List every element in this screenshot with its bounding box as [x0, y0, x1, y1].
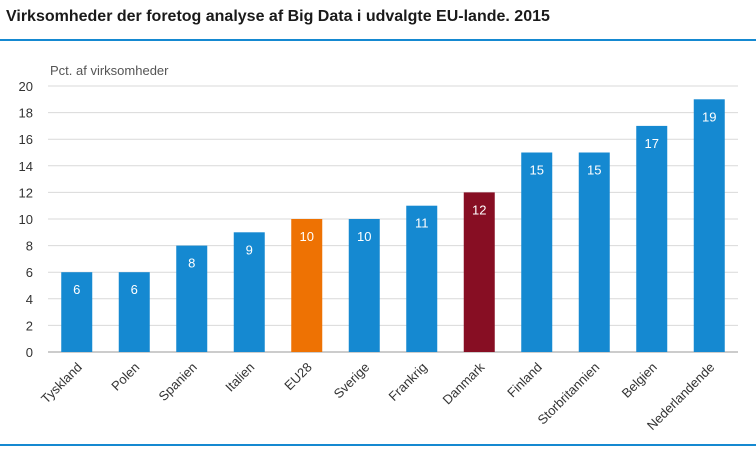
bar — [636, 125, 668, 353]
data-label: 6 — [131, 282, 138, 297]
bar — [463, 192, 495, 352]
data-label: 15 — [530, 163, 544, 178]
data-label: 10 — [357, 229, 371, 244]
data-label: 15 — [587, 163, 601, 178]
chart-title: Virksomheder der foretog analyse af Big … — [6, 8, 550, 25]
bar — [406, 205, 438, 352]
x-axis-ticks: Tyskland Polen Spanien Italien EU28 Sverige Fr… — [38, 359, 717, 433]
y-tick-label: 2 — [26, 318, 33, 333]
x-tick-label: Sverige — [331, 360, 373, 402]
bar — [693, 99, 725, 352]
y-tick-label: 20 — [19, 79, 33, 94]
y-tick-label: 6 — [26, 265, 33, 280]
data-label: 12 — [472, 202, 486, 217]
x-tick-label: Polen — [108, 360, 142, 394]
bottom-divider — [0, 444, 756, 446]
x-tick-label: Belgien — [619, 360, 660, 401]
y-tick-label: 0 — [26, 345, 33, 360]
x-tick-label: Finland — [504, 360, 545, 401]
data-label: 6 — [73, 282, 80, 297]
data-label: 8 — [188, 256, 195, 271]
y-tick-label: 12 — [19, 185, 33, 200]
bar — [61, 272, 93, 352]
x-tick-label: Italien — [222, 360, 257, 395]
y-tick-label: 4 — [26, 292, 33, 307]
bar — [291, 219, 323, 352]
bar — [233, 232, 265, 352]
data-label: 10 — [300, 229, 314, 244]
y-axis-label: Pct. af virksomheder — [50, 63, 169, 78]
x-tick-label: Danmark — [439, 359, 487, 407]
top-divider — [0, 39, 756, 41]
x-tick-label: Frankrig — [386, 360, 430, 404]
x-tick-label: Tyskland — [38, 360, 85, 407]
y-tick-label: 8 — [26, 239, 33, 254]
bars — [61, 99, 725, 353]
bar — [348, 219, 380, 352]
data-labels: 6 6 8 9 10 10 11 12 15 15 17 19 — [73, 109, 716, 297]
y-tick-label: 18 — [19, 106, 33, 121]
data-label: 11 — [415, 216, 429, 231]
bar — [118, 272, 150, 352]
y-tick-label: 10 — [19, 212, 33, 227]
x-tick-label: Spanien — [156, 360, 200, 404]
y-tick-label: 16 — [19, 132, 33, 147]
data-label: 9 — [246, 242, 253, 257]
data-label: 19 — [702, 109, 716, 124]
x-tick-label: EU28 — [281, 360, 315, 394]
bar — [176, 245, 208, 352]
data-label: 17 — [645, 136, 659, 151]
y-tick-label: 14 — [19, 159, 33, 174]
bar — [521, 152, 553, 352]
bar — [578, 152, 610, 352]
y-axis-ticks: 0 2 4 6 8 10 12 14 16 18 20 — [19, 79, 33, 360]
x-tick-label: Storbritannien — [535, 360, 603, 428]
gridlines — [48, 85, 738, 353]
